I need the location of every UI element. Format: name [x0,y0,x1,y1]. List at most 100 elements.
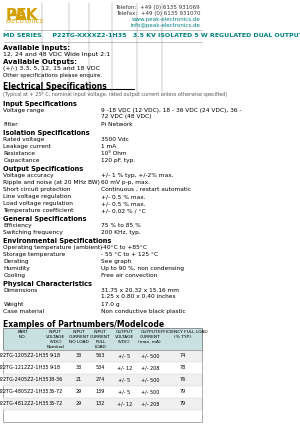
Text: 3500 Vdc: 3500 Vdc [101,137,129,142]
FancyBboxPatch shape [3,350,202,362]
Text: INPUT
CURRENT
FULL
LOAD: INPUT CURRENT FULL LOAD [90,330,111,348]
Text: OUTPUT
CURRENT
(max. mA): OUTPUT CURRENT (max. mA) [139,330,161,344]
Text: PART
NO.: PART NO. [18,330,28,339]
Text: General Specifications: General Specifications [3,216,87,222]
Text: Examples of Partnumbers/Modelcode: Examples of Partnumbers/Modelcode [3,320,165,329]
Text: OUTPUT
VOLTAGE
(VDC): OUTPUT VOLTAGE (VDC) [115,330,134,344]
Text: Voltage accuracy: Voltage accuracy [3,173,54,178]
Text: EFFICIENCY FULL LOAD
(% TYP.): EFFICIENCY FULL LOAD (% TYP.) [158,330,207,339]
Text: 9 -18 VDC (12 VDC), 18 - 36 VDC (24 VDC), 36 -
72 VDC (48 VDC): 9 -18 VDC (12 VDC), 18 - 36 VDC (24 VDC)… [101,108,242,119]
Text: Environmental Specifications: Environmental Specifications [3,238,112,244]
Text: Derating: Derating [3,259,29,264]
Text: 200 KHz, typ.: 200 KHz, typ. [101,230,141,235]
Text: +/- 5: +/- 5 [118,389,130,394]
Text: 10⁹ Ohm: 10⁹ Ohm [101,151,127,156]
Text: 12, 24 and 48 VDC Wide Input 2:1: 12, 24 and 48 VDC Wide Input 2:1 [3,52,111,57]
Text: +/- 12: +/- 12 [117,401,132,406]
Text: - 55 °C to + 125 °C: - 55 °C to + 125 °C [101,252,159,257]
Text: Output Specifications: Output Specifications [3,166,84,172]
Text: Humidity: Humidity [3,266,30,271]
Text: Temperature coefficient: Temperature coefficient [3,208,74,213]
Text: Telefon:  +49 (0) 6135 931069: Telefon: +49 (0) 6135 931069 [116,5,200,10]
Text: 75 % to 85 %: 75 % to 85 % [101,223,141,228]
Text: info@peak-electronics.de: info@peak-electronics.de [130,23,200,28]
Text: Switching frequency: Switching frequency [3,230,63,235]
Text: 36-72: 36-72 [48,401,63,406]
Text: +/- 500: +/- 500 [141,389,159,394]
Text: Dimensions: Dimensions [3,288,38,293]
Text: 17.0 g: 17.0 g [101,302,120,307]
Text: +/- 12: +/- 12 [117,365,132,370]
Text: Load voltage regulation: Load voltage regulation [3,201,73,206]
Text: P22TG-2405Z2-1H35: P22TG-2405Z2-1H35 [0,377,49,382]
Text: +/- 0.5 % max.: +/- 0.5 % max. [101,194,146,199]
Text: Efficiency: Efficiency [3,223,32,228]
Text: P22TG-1205Z2-1H35: P22TG-1205Z2-1H35 [0,353,49,358]
Text: Physical Characteristics: Physical Characteristics [3,281,92,287]
Text: Resistance: Resistance [3,151,35,156]
Text: 534: 534 [96,365,105,370]
Text: electronics: electronics [5,18,44,24]
Text: Weight: Weight [3,302,24,307]
Text: 1 mA: 1 mA [101,144,117,149]
Text: 31.75 x 20.32 x 15.16 mm
1.25 x 0.80 x 0.40 inches: 31.75 x 20.32 x 15.16 mm 1.25 x 0.80 x 0… [101,288,179,299]
Text: 79: 79 [179,401,185,406]
Bar [3,328,202,422]
Text: 36-72: 36-72 [48,389,63,394]
Text: 563: 563 [96,353,105,358]
Text: +/- 1 % typ, +/-2% max.: +/- 1 % typ, +/-2% max. [101,173,174,178]
Text: 76: 76 [179,377,185,382]
Text: Operating temperature (ambient): Operating temperature (ambient) [3,245,103,250]
Text: 9-18: 9-18 [50,365,61,370]
Text: 29: 29 [76,401,82,406]
Text: 33: 33 [76,353,82,358]
Text: 132: 132 [96,401,105,406]
Text: 79: 79 [179,389,185,394]
Text: Isolation Specifications: Isolation Specifications [3,130,90,136]
Text: +/- 5: +/- 5 [118,353,130,358]
Text: 139: 139 [96,389,105,394]
Text: Line voltage regulation: Line voltage regulation [3,194,71,199]
Text: INPUT
VOLTAGE
(VDC)
Nominal: INPUT VOLTAGE (VDC) Nominal [46,330,65,348]
Text: 274: 274 [96,377,105,382]
FancyBboxPatch shape [3,374,202,386]
Text: 60 mV p-p, max.: 60 mV p-p, max. [101,180,150,185]
Text: Electrical Specifications: Electrical Specifications [3,82,107,91]
Text: -40°C to +85°C: -40°C to +85°C [101,245,147,250]
Text: Short circuit protection: Short circuit protection [3,187,71,192]
Text: 78: 78 [179,365,185,370]
Text: Ripple and noise (at 20 MHz BW): Ripple and noise (at 20 MHz BW) [3,180,100,185]
FancyBboxPatch shape [3,398,202,410]
Text: Capacitance: Capacitance [3,158,40,163]
Text: (Typical at + 25° C, nominal input voltage, rated output current unless otherwis: (Typical at + 25° C, nominal input volta… [3,92,228,97]
Text: +/- 500: +/- 500 [141,353,159,358]
Text: Pi Network: Pi Network [101,122,133,127]
Text: 120 pF. typ.: 120 pF. typ. [101,158,136,163]
Text: www.peak-electronics.de: www.peak-electronics.de [131,17,200,22]
Text: P22TG-4805Z2-1H35: P22TG-4805Z2-1H35 [0,389,49,394]
Text: Storage temperature: Storage temperature [3,252,66,257]
Text: Case material: Case material [3,309,45,314]
Text: 33: 33 [76,365,82,370]
Text: Up to 90 %, non condensing: Up to 90 %, non condensing [101,266,184,271]
Text: +/- 0.5 % max.: +/- 0.5 % max. [101,201,146,206]
Text: +/- 500: +/- 500 [141,377,159,382]
Text: Available Inputs:: Available Inputs: [3,45,70,51]
Text: Available Outputs:: Available Outputs: [3,59,77,65]
Text: +/- 0.02 % / °C: +/- 0.02 % / °C [101,208,146,213]
Text: +/- 208: +/- 208 [141,401,159,406]
Text: Cooling: Cooling [3,273,26,278]
Text: 9-18: 9-18 [50,353,61,358]
Text: Non conductive black plastic: Non conductive black plastic [101,309,186,314]
Text: INPUT
CURRENT
NO LOAD: INPUT CURRENT NO LOAD [68,330,89,344]
Text: AK: AK [15,8,39,23]
Text: Continuous , restart automatic: Continuous , restart automatic [101,187,191,192]
Text: 21: 21 [76,377,82,382]
Text: 29: 29 [76,389,82,394]
Text: Other specifications please enquire.: Other specifications please enquire. [3,73,103,78]
Text: See graph: See graph [101,259,132,264]
Text: +/- 208: +/- 208 [141,365,159,370]
Text: MD SERIES     P22TG-XXXXZ2-1H35   3.5 KV ISOLATED 5 W REGULATED DUAL OUTPUT DIP2: MD SERIES P22TG-XXXXZ2-1H35 3.5 KV ISOLA… [3,33,300,38]
Text: Input Specifications: Input Specifications [3,101,77,107]
Text: PE: PE [5,8,27,23]
